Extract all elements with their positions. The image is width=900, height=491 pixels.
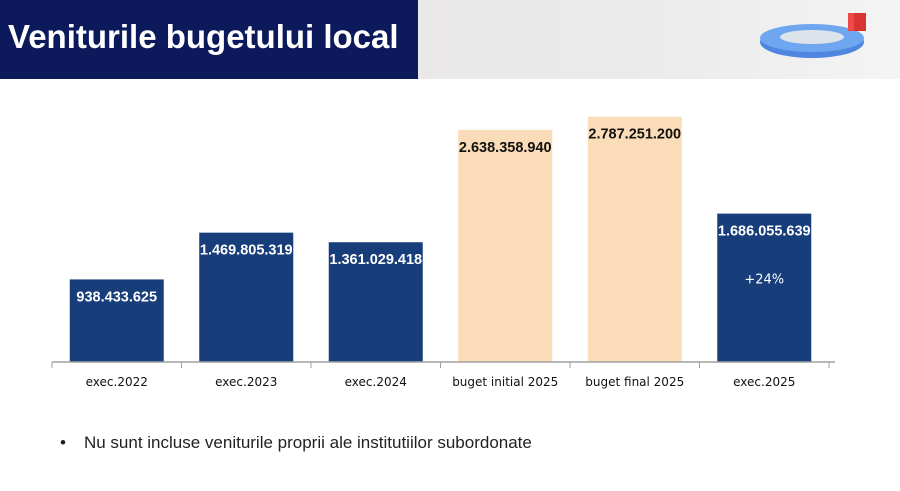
category-label: exec.2024 [345, 375, 407, 389]
growth-annotation: +24% [744, 273, 784, 288]
category-label: buget final 2025 [585, 375, 684, 389]
bullet: • [60, 433, 66, 452]
data-label: 1.469.805.319 [200, 243, 293, 259]
category-label: exec.2022 [86, 375, 148, 389]
bar-exec-2022 [69, 279, 164, 362]
bar-exec-2025 [717, 213, 812, 362]
category-label: buget initial 2025 [452, 375, 558, 389]
footnote: • Nu sunt incluse veniturile proprii ale … [60, 433, 532, 453]
bar-buget-final-2025 [587, 116, 682, 362]
bar-exec-2023 [199, 232, 294, 362]
data-label: 2.787.251.200 [588, 127, 681, 143]
data-label: 1.686.055.639 [718, 224, 811, 240]
data-label: 2.638.358.940 [459, 140, 552, 156]
ring-chart-logo-icon [760, 13, 866, 58]
bar-exec-2024 [328, 242, 423, 362]
data-label: 938.433.625 [76, 289, 157, 305]
title-box: Veniturile bugetului local [0, 0, 418, 79]
footnote-text: Nu sunt incluse veniturile proprii ale i… [83, 433, 532, 452]
page-title: Veniturile bugetului local [8, 18, 399, 55]
bar-chart: 938.433.625 1.469.805.319 1.361.029.418 2.6… [51, 116, 835, 389]
category-label: exec.2023 [215, 375, 277, 389]
data-label: 1.361.029.418 [329, 252, 422, 268]
bar-buget-initial-2025 [458, 129, 553, 362]
category-label: exec.2025 [733, 375, 795, 389]
